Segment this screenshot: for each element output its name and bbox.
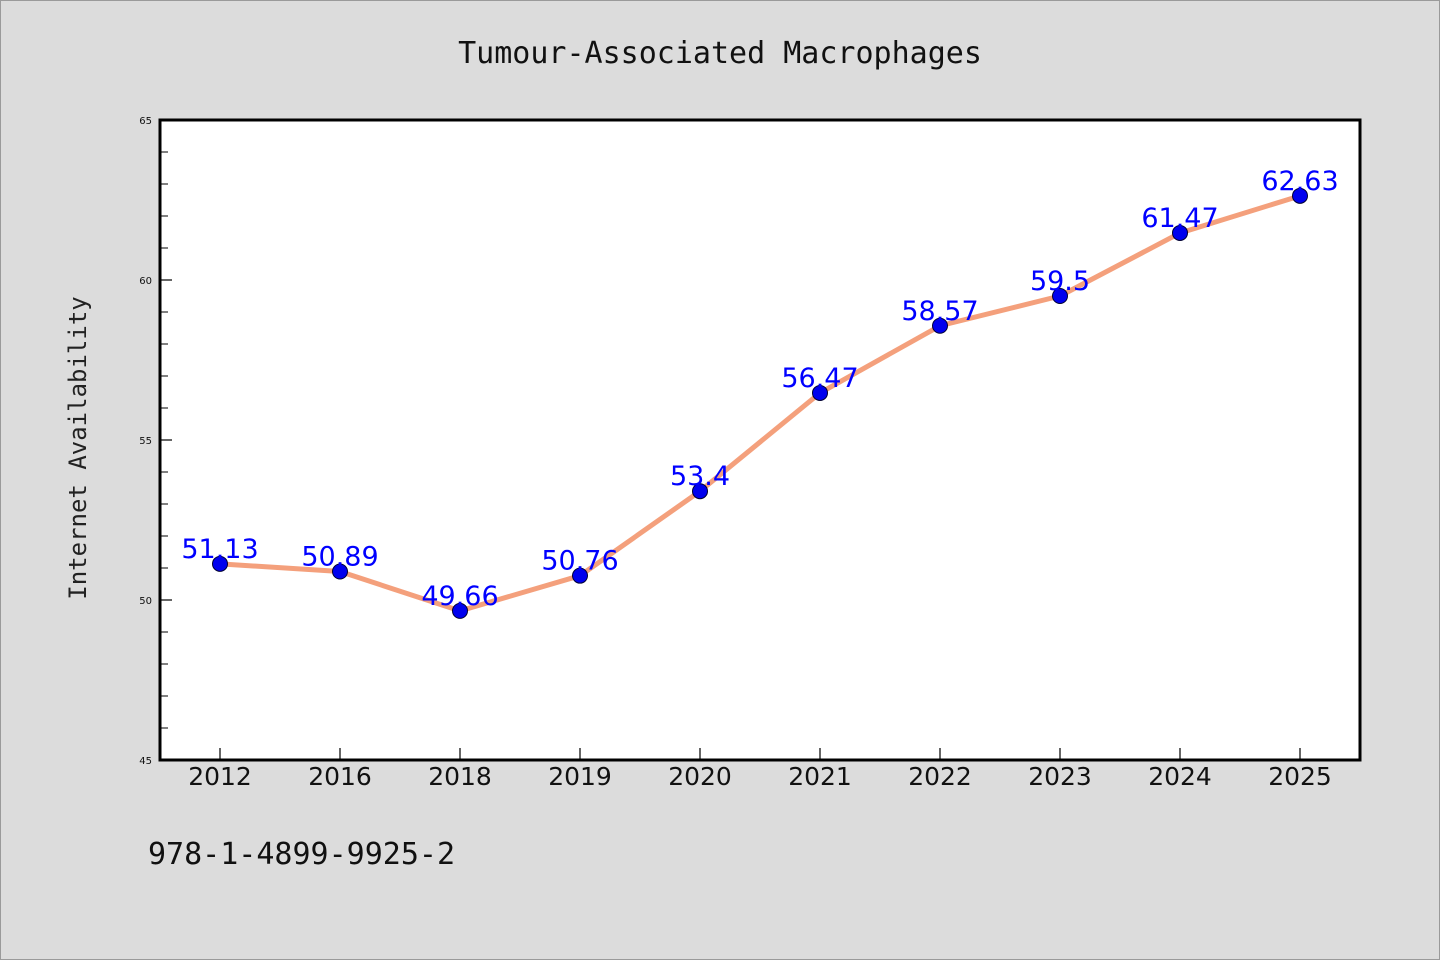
x-tick-label: 2022 [908, 762, 972, 791]
x-tick-label: 2020 [668, 762, 732, 791]
x-tick-label: 2024 [1148, 762, 1212, 791]
data-label: 50.76 [541, 546, 618, 577]
y-tick-label: 65 [139, 116, 152, 127]
data-point-marker [932, 317, 948, 334]
footer-code: 978-1-4899-9925-2 [148, 837, 455, 872]
y-tick-label: 60 [139, 276, 152, 287]
data-label: 59.5 [1030, 266, 1090, 297]
x-tick-label: 2025 [1268, 762, 1332, 791]
data-point-marker [212, 555, 228, 572]
data-point-marker [1172, 224, 1188, 241]
chart-title: Tumour-Associated Macrophages [458, 36, 982, 71]
data-label: 50.89 [301, 542, 378, 573]
data-label: 56.47 [781, 363, 858, 394]
data-point-marker [1052, 288, 1068, 304]
data-label: 51.13 [181, 534, 258, 565]
y-axis-ticks: 45 50 55 60 65 [139, 116, 172, 767]
data-label-group: 51.13 50.89 49.66 50.76 53.4 56.47 58.57 59.5 61… [181, 166, 1338, 612]
x-tick-label: 2021 [788, 762, 852, 791]
data-label: 53.4 [670, 461, 730, 492]
y-tick-label: 55 [139, 436, 152, 447]
y-tick-label: 50 [139, 596, 152, 607]
x-axis-ticks: 2012 2016 2018 2019 2020 2021 2022 2023 2024 2025 [188, 748, 1332, 791]
data-label: 49.66 [421, 581, 498, 612]
y-tick-label: 45 [139, 756, 152, 767]
data-label: 58.57 [901, 296, 978, 327]
x-tick-label: 2012 [188, 762, 252, 791]
x-tick-label: 2016 [308, 762, 372, 791]
series-line [217, 193, 1303, 614]
data-point-marker [692, 483, 708, 500]
data-point-marker [332, 563, 348, 580]
data-point-marker [572, 567, 588, 584]
x-tick-label: 2023 [1028, 762, 1092, 791]
y-axis-label: Internet Availability [64, 296, 92, 599]
data-point-marker [452, 602, 468, 619]
data-point-marker [1292, 187, 1308, 204]
x-tick-label: 2018 [428, 762, 492, 791]
data-point-marker [812, 384, 828, 401]
marker-group [212, 187, 1308, 619]
data-label: 62.63 [1261, 166, 1338, 197]
x-tick-label: 2019 [548, 762, 612, 791]
series-line-group [217, 193, 1303, 614]
data-label: 61.47 [1141, 203, 1218, 234]
